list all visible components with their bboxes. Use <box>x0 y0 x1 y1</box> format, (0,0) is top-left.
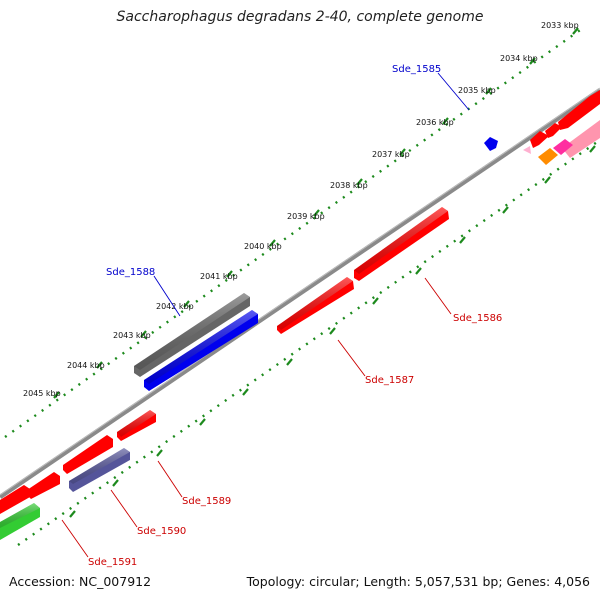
gene-top-right-2[interactable] <box>545 123 562 138</box>
label-sde-1591[interactable]: Sde_1591 <box>88 557 137 568</box>
gene-sde-1589-b[interactable] <box>63 435 113 474</box>
gene-green-block-shade <box>0 503 40 528</box>
gene-sde-1587-shade <box>277 277 353 330</box>
gene-blue-block-shade <box>144 310 258 384</box>
gene-labels: Sde_1585 Sde_1588 Sde_1586 Sde_1587 Sde_… <box>88 64 502 568</box>
gene-top-right-pink[interactable] <box>562 120 600 158</box>
label-sde-1589[interactable]: Sde_1589 <box>182 496 231 507</box>
gene-sde-1588-shade <box>134 293 250 370</box>
tick-label-2036: 2036 kbp <box>416 118 454 127</box>
tick-label-2035: 2035 kbp <box>458 86 496 95</box>
label-sde-1586[interactable]: Sde_1586 <box>453 313 502 324</box>
gene-left-edge-red[interactable] <box>0 485 30 514</box>
tick-label-2033: 2033 kbp <box>541 21 579 30</box>
genome-backbone-highlight <box>0 87 600 496</box>
gene-sde-1591[interactable] <box>27 472 60 499</box>
genome-summary-text: Topology: circular; Length: 5,057,531 bp… <box>246 574 590 589</box>
label-sde-1585[interactable]: Sde_1585 <box>392 64 441 75</box>
gene-sde-1589-shade <box>117 410 156 437</box>
tick-label-2041: 2041 kbp <box>200 272 238 281</box>
label-sde-1587[interactable]: Sde_1587 <box>365 375 414 386</box>
gene-sde-1585[interactable] <box>484 137 498 151</box>
tick-label-2043: 2043 kbp <box>113 331 151 340</box>
label-leaders <box>61 72 470 558</box>
map-title: Saccharophagus degradans 2-40, complete … <box>116 9 484 25</box>
gene-top-right-orange[interactable] <box>538 148 558 165</box>
label-sde-1588[interactable]: Sde_1588 <box>106 267 155 278</box>
genome-backbone <box>0 88 600 499</box>
accession-text: Accession: NC_007912 <box>9 574 152 589</box>
scale-tick-labels: 2033 kbp 2034 kbp 2035 kbp 2036 kbp 2037… <box>23 21 579 398</box>
outer-tick-marks <box>53 27 579 399</box>
gene-top-right-small-pink[interactable] <box>523 146 531 154</box>
tick-label-2040: 2040 kbp <box>244 242 282 251</box>
tick-label-2044: 2044 kbp <box>67 361 105 370</box>
gene-features <box>0 90 600 540</box>
inner-tick-marks <box>69 145 596 518</box>
gene-top-right-1[interactable] <box>530 131 549 148</box>
tick-label-2045: 2045 kbp <box>23 389 61 398</box>
tick-label-2034: 2034 kbp <box>500 54 538 63</box>
gene-top-right-3[interactable] <box>558 90 600 130</box>
gene-sde-1586-shade <box>354 207 448 274</box>
tick-label-2037: 2037 kbp <box>372 150 410 159</box>
tick-label-2038: 2038 kbp <box>330 181 368 190</box>
gene-sde-1590-shade <box>69 448 130 484</box>
outer-scale-arc <box>4 27 584 438</box>
label-sde-1590[interactable]: Sde_1590 <box>137 526 186 537</box>
gene-top-right-magenta[interactable] <box>553 139 573 155</box>
tick-label-2039: 2039 kbp <box>287 212 325 221</box>
inner-scale-arc <box>17 139 600 546</box>
tick-label-2042: 2042 kbp <box>156 302 194 311</box>
